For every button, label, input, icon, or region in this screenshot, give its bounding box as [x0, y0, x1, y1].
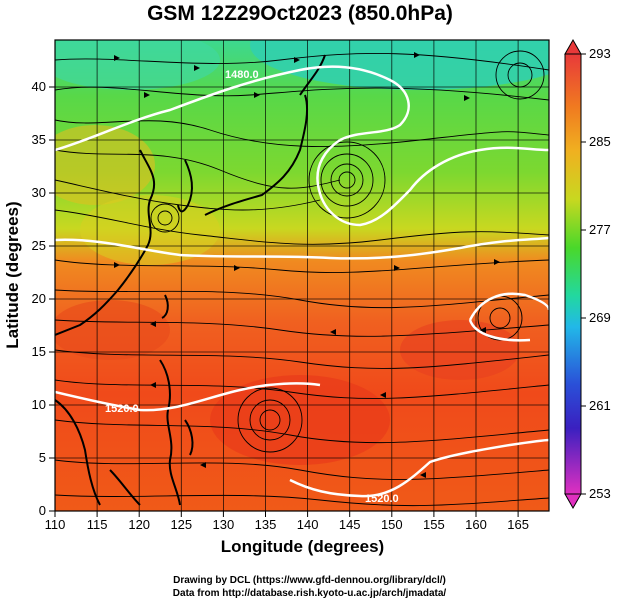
coastlines — [55, 54, 326, 506]
y-tick-label: 15 — [32, 344, 46, 359]
x-tick-labels: 110 115 120 125 130 135 140 145 150 155 … — [45, 517, 529, 532]
x-tick-label: 140 — [297, 517, 319, 532]
x-tick-label: 145 — [339, 517, 361, 532]
x-tick-label: 155 — [423, 517, 445, 532]
x-tick-label: 130 — [213, 517, 235, 532]
y-tick-label: 25 — [32, 238, 46, 253]
credit-drawing: Drawing by DCL (https://www.gfd-dennou.o… — [173, 575, 446, 586]
x-tick-label: 165 — [507, 517, 529, 532]
y-axis-title: Latitude (degrees) — [3, 201, 22, 349]
y-tick-label: 20 — [32, 291, 46, 306]
x-tick-label: 150 — [381, 517, 403, 532]
x-tick-label: 125 — [170, 517, 192, 532]
height-contours — [55, 65, 549, 498]
y-tick-label: 35 — [32, 132, 46, 147]
colorbar-label: 269 — [589, 310, 611, 325]
colorbar-label: 261 — [589, 398, 611, 413]
x-tick-label: 120 — [128, 517, 150, 532]
svg-text:1520.0: 1520.0 — [365, 493, 399, 505]
colorbar: 293 285 277 269 261 253 — [564, 38, 611, 510]
axis-ticks — [49, 86, 519, 517]
plot-frame — [54, 39, 550, 512]
y-tick-labels: 0 5 10 15 20 25 30 35 40 — [32, 79, 46, 518]
x-axis-title: Longitude (degrees) — [220, 537, 385, 556]
temperature-field: 1480.0 1520.0 1520.0 — [55, 40, 549, 511]
svg-text:1520.0: 1520.0 — [105, 403, 139, 415]
colorbar-label: 277 — [589, 222, 611, 237]
y-tick-label: 30 — [32, 185, 46, 200]
wind-arrows — [114, 52, 500, 478]
colorbar-label: 293 — [589, 46, 611, 61]
y-tick-label: 0 — [39, 503, 46, 518]
x-tick-label: 115 — [87, 517, 108, 532]
contour-labels: 1480.0 1520.0 1520.0 — [105, 69, 399, 505]
map-title: GSM 12Z29Oct2023 (850.0hPa) — [147, 2, 453, 25]
x-tick-label: 160 — [465, 517, 487, 532]
y-tick-label: 40 — [32, 79, 46, 94]
colorbar-label: 285 — [589, 134, 611, 149]
colorbar-label: 253 — [589, 486, 611, 501]
y-tick-label: 5 — [39, 450, 46, 465]
x-tick-label: 135 — [255, 517, 277, 532]
y-tick-label: 10 — [32, 397, 46, 412]
credit-data: Data from http://database.rish.kyoto-u.a… — [172, 588, 447, 599]
svg-text:1480.0: 1480.0 — [225, 69, 259, 81]
x-tick-label: 110 — [45, 517, 66, 532]
